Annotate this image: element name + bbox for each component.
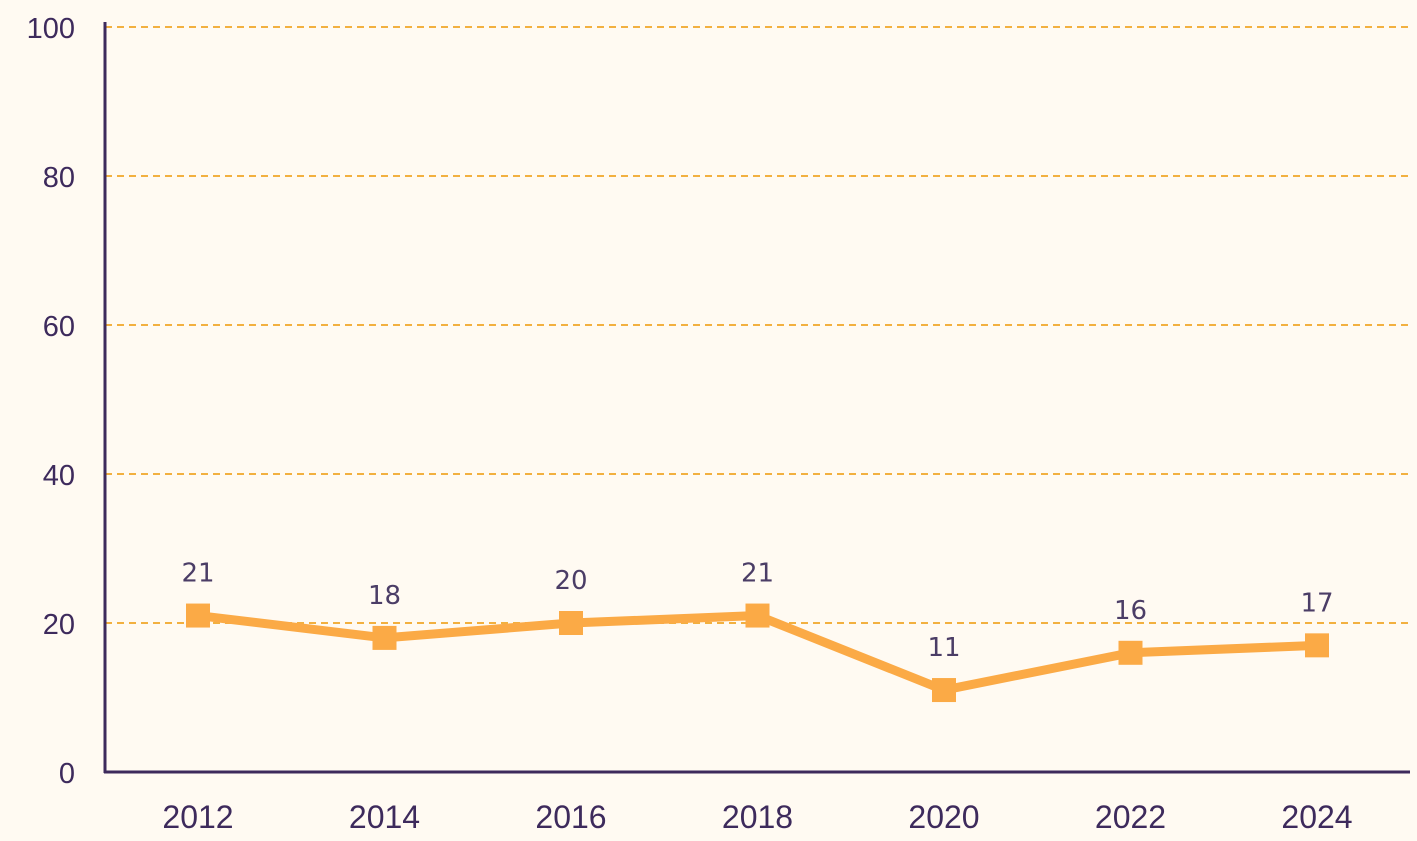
data-point-2022	[1118, 640, 1143, 665]
y-tick-label-0: 0	[59, 758, 75, 790]
x-tick-label-2018: 2018	[722, 799, 793, 835]
series	[186, 603, 1329, 703]
data-label-2024: 17	[1300, 588, 1333, 618]
x-tick-label-2020: 2020	[908, 799, 979, 835]
data-point-2024	[1305, 633, 1329, 658]
y-tick-label-60: 60	[43, 311, 75, 343]
data-label-2016: 20	[554, 566, 587, 596]
x-tick-label-2022: 2022	[1095, 799, 1166, 835]
x-tick-label-2016: 2016	[535, 799, 606, 835]
y-tick-label-80: 80	[43, 162, 75, 194]
x-tick-label-2014: 2014	[349, 799, 420, 835]
data-label-2012: 21	[181, 559, 214, 589]
data-point-2014	[372, 625, 397, 650]
data-label-2018: 21	[741, 559, 774, 589]
data-point-2016	[559, 611, 583, 635]
axes	[103, 22, 1410, 774]
x-tick-label-2024: 2024	[1281, 799, 1352, 835]
data-point-2018	[745, 603, 770, 628]
data-point-2020	[932, 678, 956, 703]
x-tick-label-2012: 2012	[162, 799, 233, 835]
data-point-2012	[186, 603, 210, 628]
data-label-2014: 18	[368, 581, 401, 611]
y-tick-label-40: 40	[43, 460, 75, 492]
y-tick-label-20: 20	[43, 609, 75, 641]
data-label-2020: 11	[927, 633, 960, 663]
y-tick-label-100: 100	[27, 13, 75, 45]
data-label-2022: 16	[1114, 596, 1147, 626]
gridlines	[105, 26, 1410, 624]
